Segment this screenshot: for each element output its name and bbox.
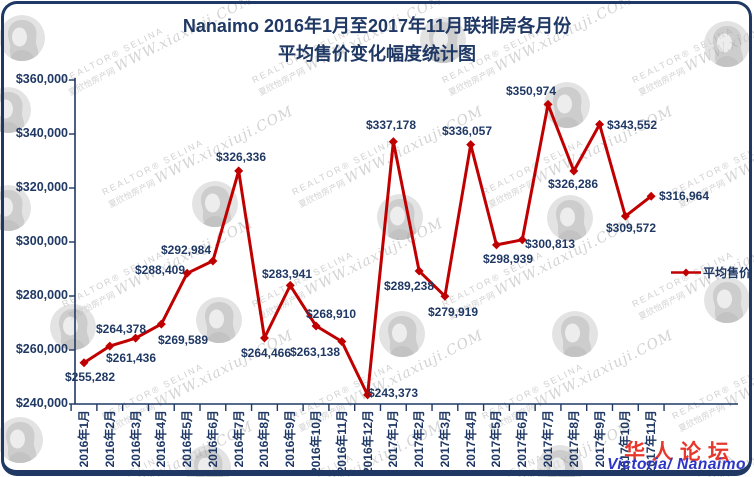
x-axis-label: 2016年6月 [206, 410, 220, 468]
data-point-label: $350,974 [505, 84, 557, 98]
x-axis-label: 2016年5月 [180, 410, 194, 468]
data-point-marker [182, 268, 192, 278]
watermark-avatar-icon [704, 277, 750, 323]
data-point-label: $261,436 [105, 351, 157, 365]
data-point-label: $326,336 [215, 150, 267, 164]
x-axis-label: 2016年11月 [335, 410, 349, 474]
data-point-label: $264,466 [240, 346, 292, 360]
data-point-marker [517, 235, 527, 245]
data-point-marker [620, 211, 630, 221]
data-point-marker [105, 341, 115, 351]
data-point-label: $268,910 [305, 307, 357, 321]
x-axis-label: 2016年3月 [129, 410, 143, 468]
data-point-marker [337, 337, 347, 347]
data-point-label: $269,589 [157, 333, 209, 347]
x-axis-label: 2016年2月 [103, 410, 117, 468]
x-axis-label: 2016年9月 [283, 410, 297, 468]
y-axis-label: $260,000 [15, 342, 68, 356]
legend-label: 平均售价 [703, 266, 752, 280]
x-axis-label: 2016年12月 [361, 410, 375, 475]
data-point-label: $264,378 [95, 322, 147, 336]
chart-title-line1: Nanaimo 2016年1月至2017年11月联排房各月份 [182, 16, 572, 36]
forum-logo: 华人论坛 Victoria/ Nanaimo [607, 442, 746, 473]
data-point-label: $337,178 [365, 118, 417, 132]
data-point-marker [388, 137, 398, 147]
watermark-avatar-icon [379, 311, 425, 357]
watermark-avatar-icon [420, 17, 466, 63]
data-point-label: $343,552 [606, 118, 658, 132]
y-axis-label: $320,000 [15, 180, 68, 194]
x-axis-label: 2017年3月 [438, 410, 452, 468]
data-point-marker [234, 166, 244, 176]
data-point-marker [646, 191, 656, 201]
x-axis-label: 2016年4月 [154, 410, 168, 468]
data-point-marker [595, 119, 605, 129]
data-point-label: $300,813 [524, 237, 576, 251]
data-point-marker [208, 256, 218, 266]
y-axis-label: $300,000 [15, 234, 68, 248]
watermark-avatar-icon [544, 82, 590, 128]
x-axis-label: 2017年5月 [489, 410, 503, 468]
chart-title: Nanaimo 2016年1月至2017年11月联排房各月份 平均售价变化幅度统… [0, 12, 754, 68]
chart-title-line2: 平均售价变化幅度统计图 [278, 44, 476, 64]
watermark-avatar-icon [547, 195, 593, 241]
data-point-label: $243,373 [367, 386, 419, 400]
data-point-marker [543, 99, 553, 109]
data-point-marker [311, 321, 321, 331]
data-point-label: $336,057 [441, 124, 493, 138]
data-point-label: $316,964 [658, 189, 710, 203]
data-point-label: $263,138 [289, 345, 341, 359]
data-point-marker [491, 240, 501, 250]
data-point-marker [466, 140, 476, 150]
data-point-marker [156, 319, 166, 329]
y-axis-label: $340,000 [15, 126, 68, 140]
x-axis-label: 2017年1月 [386, 410, 400, 468]
watermark-avatar-icon [50, 304, 96, 350]
y-axis-label: $360,000 [15, 72, 68, 86]
x-axis-label: 2017年4月 [464, 410, 478, 468]
data-point-label: $283,941 [261, 267, 313, 281]
legend-line-marker-icon [671, 268, 701, 277]
data-point-label: $255,282 [64, 370, 116, 384]
x-axis-label: 2017年6月 [515, 410, 529, 468]
data-point-label: $289,238 [383, 279, 435, 293]
x-axis-label: 2017年8月 [567, 410, 581, 468]
data-point-label: $309,572 [605, 221, 657, 235]
watermark-avatar-icon [704, 21, 750, 67]
data-point-marker [79, 358, 89, 368]
watermark-avatar-icon [196, 297, 242, 343]
x-axis-label: 2016年1月 [77, 410, 91, 468]
forum-logo-chinese: 华人论坛 [624, 440, 737, 464]
data-point-marker [440, 291, 450, 301]
watermark-avatar-icon [552, 311, 598, 357]
y-axis-label: $240,000 [15, 396, 68, 410]
x-axis-label: 2017年9月 [593, 410, 607, 468]
x-axis-label: 2017年7月 [541, 410, 555, 468]
x-axis-label: 2016年7月 [232, 410, 246, 468]
x-axis-label: 2016年10月 [309, 410, 323, 475]
data-point-marker [363, 390, 373, 400]
forum-logo-location: Victoria/ Nanaimo [607, 455, 746, 473]
data-point-marker [131, 333, 141, 343]
data-point-label: $298,939 [482, 252, 534, 266]
data-point-marker [569, 166, 579, 176]
data-point-label: $288,409 [134, 263, 186, 277]
y-axis-label: $280,000 [15, 288, 68, 302]
data-point-label: $279,919 [427, 305, 479, 319]
watermark-avatar-icon [0, 417, 43, 463]
legend: 平均售价 [671, 264, 751, 281]
x-axis-label: 2016年8月 [257, 410, 271, 468]
x-axis-label: 2017年2月 [412, 410, 426, 468]
data-point-marker [414, 266, 424, 276]
data-point-marker [285, 280, 295, 290]
data-point-label: $326,286 [547, 177, 599, 191]
data-point-label: $292,984 [160, 243, 212, 257]
watermark-avatar-icon [0, 15, 45, 61]
data-point-marker [259, 333, 269, 343]
